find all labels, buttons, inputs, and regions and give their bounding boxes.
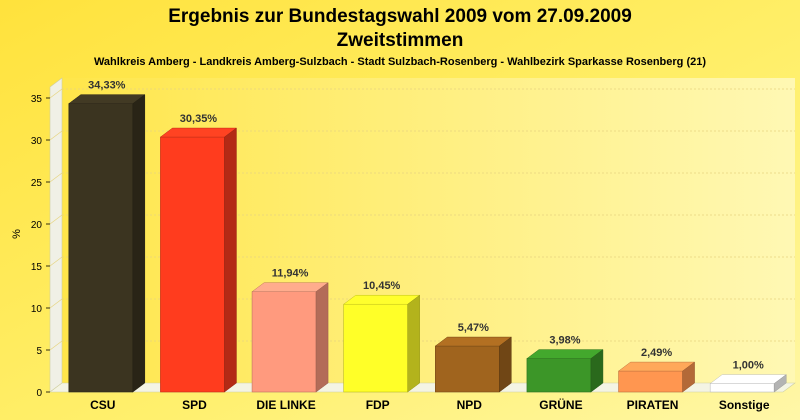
value-label: 11,94% (272, 268, 309, 280)
value-label: 10,45% (363, 280, 401, 292)
y-axis-ticks: 0 5 10 15 20 25 30 35 (31, 94, 50, 399)
bars-group (68, 94, 787, 393)
y-tick-label: 20 (31, 220, 43, 231)
chart-subtitle: Zweitstimmen (337, 30, 464, 51)
bar-side (224, 127, 237, 393)
bar-top (342, 294, 421, 305)
bar-side (590, 349, 604, 393)
grid-line-diagonal (49, 130, 63, 141)
plot-left-wall (49, 77, 63, 393)
value-label: 1,00% (733, 360, 764, 372)
y-tick-label: 30 (31, 136, 43, 147)
bar-top (617, 361, 696, 372)
category-label: CSU (90, 398, 115, 412)
value-label: 3,98% (549, 335, 580, 347)
bar-top (709, 374, 787, 384)
bar-side (407, 294, 420, 393)
bar-top (434, 336, 513, 347)
value-labels: 34,33% 30,35% 11,94% 10,45% 5,47% 3,98% 2,49% 1… (88, 80, 764, 372)
bar-front (160, 136, 225, 393)
bar-spd (159, 127, 238, 393)
y-tick-label: 0 (36, 388, 42, 399)
value-label: 2,49% (641, 347, 672, 359)
bar-side (499, 336, 512, 393)
category-label: DIE LINKE (256, 398, 315, 412)
bar-side (315, 282, 329, 393)
value-label: 34,33% (88, 80, 126, 92)
grid-line-diagonal (49, 172, 63, 183)
bar-npd (434, 336, 513, 393)
category-label: NPD (457, 398, 483, 412)
chart-caption: Wahlkreis Amberg - Landkreis Amberg-Sulz… (94, 56, 706, 68)
chart-title: Ergebnis zur Bundestagswahl 2009 vom 27.… (168, 6, 632, 27)
y-axis-label: % (11, 229, 23, 239)
y-tick-label: 15 (31, 262, 43, 273)
grid-line-diagonal (49, 298, 63, 309)
y-tick-label: 25 (31, 178, 43, 189)
grid-lines (49, 88, 795, 351)
bar-top (251, 282, 329, 292)
category-label: FDP (366, 398, 390, 412)
bar-front (343, 303, 408, 393)
y-tick-label: 35 (31, 94, 43, 105)
bar-fdp (342, 294, 421, 393)
category-label: Sonstige (719, 398, 770, 412)
bar-piraten (617, 361, 696, 393)
bar-die-linke (251, 282, 329, 393)
bar-top (526, 349, 604, 359)
value-label: 30,35% (180, 113, 218, 125)
category-label: PIRATEN (627, 398, 679, 412)
bar-sonstige (709, 374, 787, 393)
y-tick-label: 5 (36, 346, 42, 357)
category-label: SPD (182, 398, 207, 412)
grid-line-diagonal (49, 340, 63, 351)
bar-front (435, 345, 500, 393)
bar-front (618, 370, 683, 393)
bar-top (68, 94, 146, 104)
bar-side (132, 94, 146, 393)
bar-front (251, 291, 317, 393)
bar-front (68, 103, 134, 393)
bar-csu (68, 94, 146, 393)
y-tick-label: 10 (31, 304, 43, 315)
value-label: 5,47% (458, 322, 489, 334)
bar-top (159, 127, 238, 138)
bar-side (682, 361, 695, 393)
x-axis-labels: CSU SPD DIE LINKE FDP NPD GRÜNE PIRATEN Sonstig… (90, 397, 770, 412)
category-label: GRÜNE (539, 397, 582, 412)
bar-front (709, 383, 775, 393)
grid-line-diagonal (49, 214, 63, 225)
grid-line-diagonal (49, 88, 63, 99)
bar-side (773, 374, 787, 393)
bar-gr-ne (526, 349, 604, 393)
bar-front (526, 358, 592, 393)
grid-line-diagonal (49, 256, 63, 267)
